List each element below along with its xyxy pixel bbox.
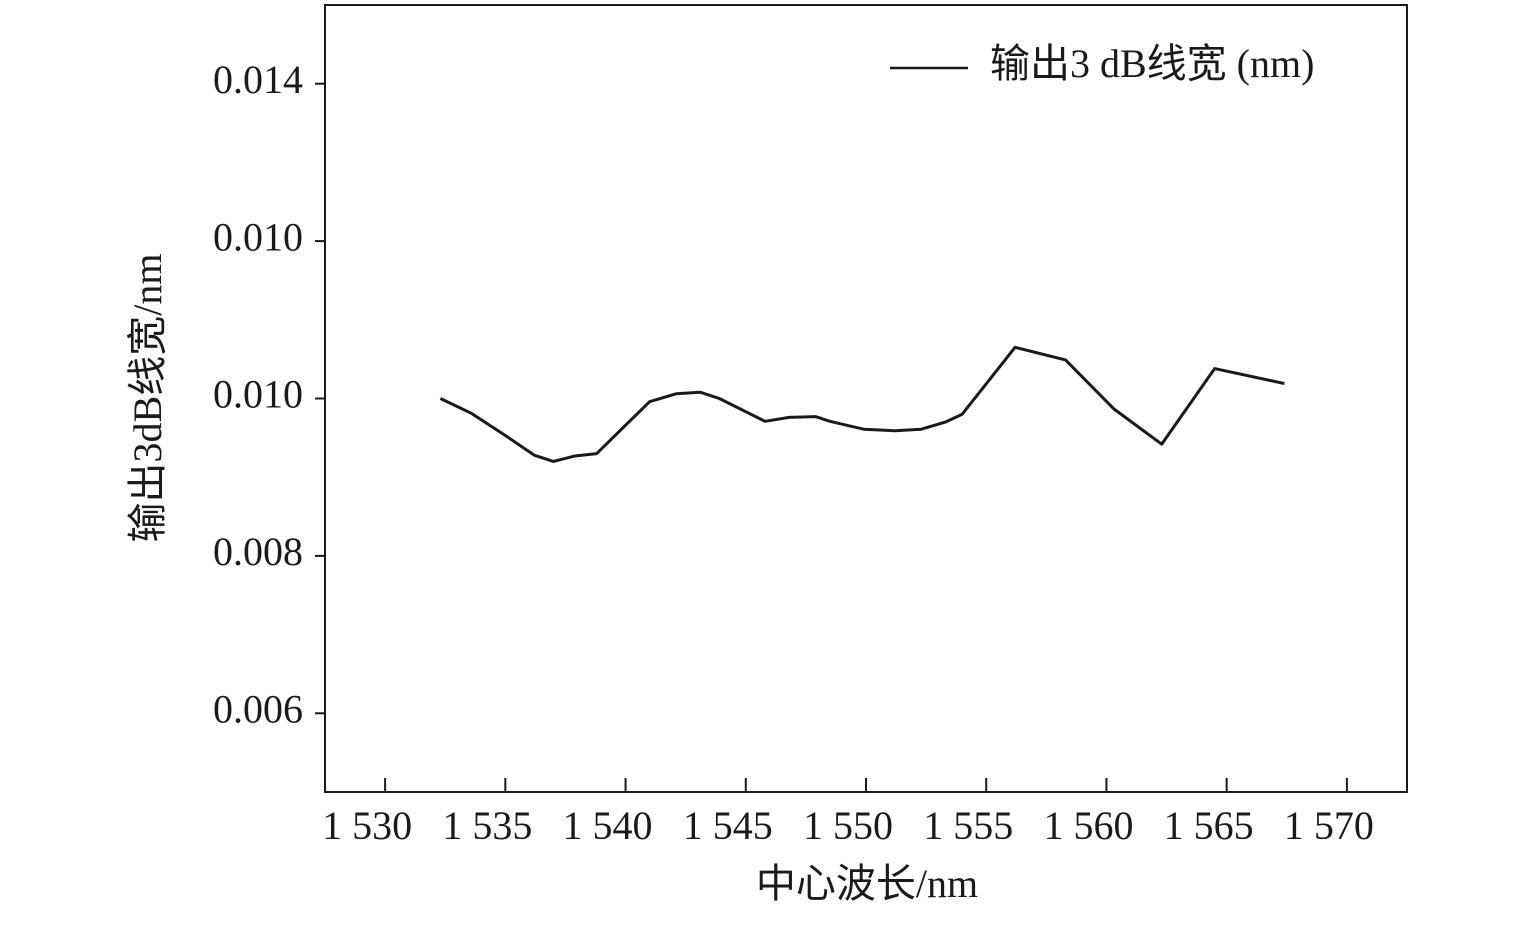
y-tick-label: 0.008 (213, 529, 303, 574)
x-axis-label: 中心波长/nm (756, 861, 978, 906)
y-tick-label: 0.010 (213, 372, 303, 417)
legend-label: 输出3 dB线宽 (nm) (990, 41, 1314, 86)
x-tick-label: 1 550 (803, 803, 893, 848)
x-tick-label: 1 560 (1043, 803, 1133, 848)
y-axis-label: 输出3dB线宽/nm (125, 254, 170, 543)
x-tick-label: 1 535 (442, 803, 532, 848)
y-tick-label: 0.014 (213, 57, 303, 102)
x-tick-label: 1 540 (563, 803, 653, 848)
y-tick-label: 0.006 (213, 686, 303, 731)
plot-frame (324, 4, 1408, 793)
x-tick-label: 1 545 (683, 803, 773, 848)
x-tick-label: 1 570 (1284, 803, 1374, 848)
x-tick-label: 1 530 (322, 803, 412, 848)
x-tick-label: 1 555 (923, 803, 1013, 848)
y-tick-label: 0.010 (213, 214, 303, 259)
data-line (439, 345, 1285, 463)
x-tick-label: 1 565 (1164, 803, 1254, 848)
